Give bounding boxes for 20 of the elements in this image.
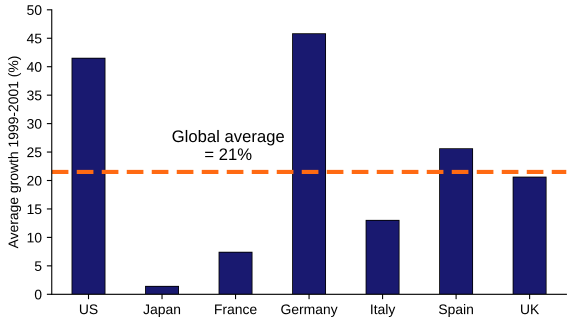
y-tick-label: 45 [26, 34, 42, 44]
y-axis-title: Average growth 1999-2001 (%) [8, 56, 22, 248]
x-tick-label: Spain [438, 304, 473, 317]
y-tick-label: 5 [34, 261, 42, 272]
x-tick-label: Japan [143, 304, 180, 317]
y-tick-label: 20 [27, 176, 42, 186]
y-tick-label: 25 [27, 147, 42, 158]
y-tick-label: 0 [34, 290, 42, 300]
x-tick-label: Germany [281, 304, 338, 317]
y-tick-label: 30 [27, 118, 42, 129]
y-tick-label: 35 [27, 90, 42, 100]
y-tick-label: 15 [28, 204, 42, 214]
y-tick-label: 10 [28, 232, 42, 243]
x-tick-label: Italy [371, 304, 396, 317]
x-tick-label: France [215, 304, 257, 314]
ref-line-label: Global average = 21% [172, 130, 284, 160]
x-tick-label: UK [521, 304, 540, 314]
y-tick-label: 50 [27, 5, 42, 15]
y-tick-label: 40 [26, 62, 42, 72]
x-tick-label: US [80, 304, 98, 314]
